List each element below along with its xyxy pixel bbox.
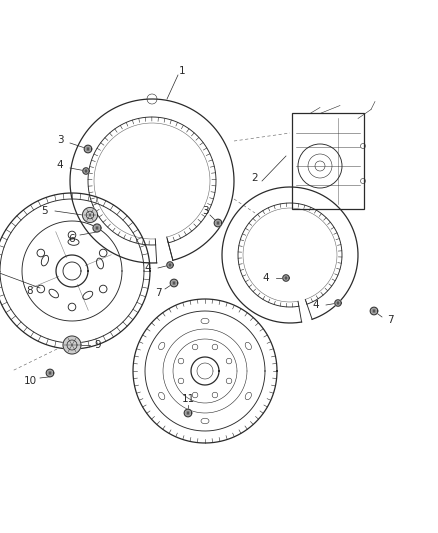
Polygon shape — [370, 307, 378, 315]
Text: 6: 6 — [69, 234, 75, 244]
Text: 10: 10 — [24, 376, 36, 386]
Text: 1: 1 — [179, 66, 185, 76]
Text: 7: 7 — [155, 288, 161, 298]
Polygon shape — [93, 224, 101, 232]
Text: 9: 9 — [95, 340, 101, 350]
Polygon shape — [84, 145, 92, 153]
Text: 4: 4 — [263, 273, 269, 283]
Polygon shape — [335, 300, 341, 306]
Text: 4: 4 — [57, 160, 64, 170]
Polygon shape — [214, 219, 222, 227]
Text: 3: 3 — [57, 135, 64, 145]
Text: 3: 3 — [201, 206, 208, 216]
Text: 11: 11 — [181, 394, 194, 404]
Text: 4: 4 — [145, 263, 151, 273]
Polygon shape — [283, 275, 289, 281]
Text: 2: 2 — [252, 173, 258, 183]
Text: 5: 5 — [41, 206, 47, 216]
Polygon shape — [167, 262, 173, 268]
Text: 7: 7 — [387, 315, 393, 325]
Polygon shape — [63, 336, 81, 354]
Text: 4: 4 — [313, 300, 319, 310]
Text: 8: 8 — [27, 286, 33, 296]
Polygon shape — [82, 207, 98, 222]
Polygon shape — [184, 409, 192, 417]
Polygon shape — [83, 168, 89, 174]
Polygon shape — [46, 369, 54, 377]
Polygon shape — [170, 279, 178, 287]
